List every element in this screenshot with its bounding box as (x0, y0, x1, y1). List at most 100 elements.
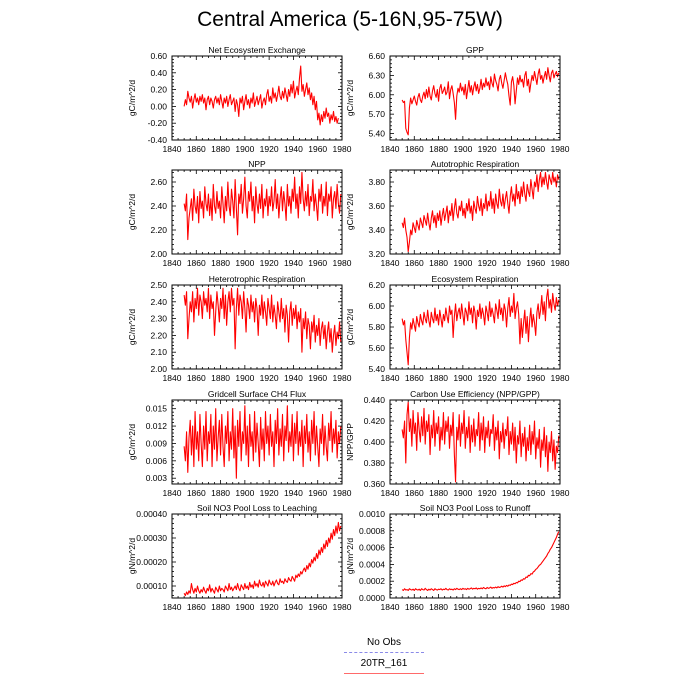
y-tick-label: 5.40 (368, 129, 385, 139)
y-tick-label: 0.380 (364, 458, 386, 468)
x-tick-label: 1900 (453, 258, 472, 268)
y-tick-label: 2.60 (150, 177, 167, 187)
legend-line-2 (344, 673, 424, 674)
panel-5: 1840 1860 1880 1900 1920 1940 1960 1980 2.00 2.10… (127, 274, 352, 383)
y-tick-label: 3.60 (368, 201, 385, 211)
series-line-1 (401, 531, 560, 591)
main-title: Central America (5-16N,95-75W) (197, 8, 503, 31)
panel-3: 1840 1860 1880 1900 1920 1940 1960 1980 2.00 2.20… (127, 159, 352, 268)
x-tick-label: 1880 (211, 488, 230, 498)
x-tick-label: 1900 (235, 144, 254, 154)
x-tick-label: 1960 (526, 373, 545, 383)
panel-title: Autotrophic Respiration (431, 159, 520, 169)
x-tick-label: 1980 (333, 488, 352, 498)
x-tick-label: 1940 (284, 488, 303, 498)
y-axis-label: gC/m^2/d (127, 80, 137, 116)
y-tick-label: 0.400 (364, 437, 386, 447)
x-tick-label: 1840 (163, 258, 182, 268)
y-tick-label: 2.00 (150, 249, 167, 259)
x-tick-label: 1980 (551, 488, 570, 498)
y-tick-label: 0.440 (364, 395, 386, 405)
x-tick-label: 1900 (235, 373, 254, 383)
panel-10: 1840 1860 1880 1900 1920 1940 1960 1980 0.0000 0.… (345, 503, 570, 612)
y-tick-label: 0.20 (150, 85, 167, 95)
y-tick-label: 5.40 (368, 364, 385, 374)
x-tick-label: 1900 (235, 258, 254, 268)
x-tick-label: 1960 (308, 258, 327, 268)
panel-2: 1840 1860 1880 1900 1920 1940 1960 1980 5.40 5.70… (345, 45, 570, 154)
y-tick-label: 0.40 (150, 68, 167, 78)
x-tick-label: 1940 (502, 488, 521, 498)
y-tick-label: 0.0004 (359, 559, 385, 569)
series-line-1 (183, 287, 342, 353)
panel-8: 1840 1860 1880 1900 1920 1940 1960 1980 0.360 0.3… (345, 389, 570, 498)
x-tick-label: 1860 (405, 258, 424, 268)
y-tick-label: 0.006 (146, 456, 168, 466)
y-axis-label: gC/m^2/d (345, 309, 355, 345)
x-tick-label: 1900 (453, 144, 472, 154)
y-tick-label: 0.00040 (136, 509, 167, 519)
x-tick-label: 1920 (260, 488, 279, 498)
x-tick-label: 1940 (284, 144, 303, 154)
legend-label-2: 20TR_161 (360, 658, 408, 669)
y-tick-label: 2.10 (150, 347, 167, 357)
panel-6: 1840 1860 1880 1900 1920 1940 1960 1980 5.40 5.60… (345, 274, 570, 383)
x-tick-label: 1920 (478, 373, 497, 383)
x-tick-label: 1840 (163, 488, 182, 498)
series-line-1 (183, 405, 342, 479)
y-tick-label: 0.009 (146, 438, 168, 448)
x-tick-label: 1960 (308, 488, 327, 498)
x-tick-label: 1920 (260, 258, 279, 268)
x-tick-label: 1840 (381, 373, 400, 383)
y-tick-label: 0.00010 (136, 581, 167, 591)
y-axis-label: gC/m^2/d (127, 194, 137, 230)
x-tick-label: 1960 (526, 144, 545, 154)
x-tick-label: 1860 (187, 602, 206, 612)
panel-title: GPP (466, 45, 484, 55)
y-tick-label: 0.015 (146, 404, 168, 414)
x-tick-label: 1980 (333, 373, 352, 383)
y-tick-label: 6.20 (368, 280, 385, 290)
y-tick-label: 6.00 (368, 90, 385, 100)
panel-1: 1840 1860 1880 1900 1920 1940 1960 1980 -0.40 -0.… (127, 45, 352, 154)
y-axis-label: NPP/GPP (345, 423, 355, 461)
x-tick-label: 1840 (163, 373, 182, 383)
x-tick-label: 1840 (381, 602, 400, 612)
x-tick-label: 1940 (502, 602, 521, 612)
y-tick-label: 0.0010 (359, 509, 385, 519)
y-axis-label: gC/m^2/d (345, 80, 355, 116)
x-tick-label: 1900 (235, 602, 254, 612)
y-tick-label: 2.50 (150, 280, 167, 290)
y-tick-label: 6.30 (368, 70, 385, 80)
x-tick-label: 1860 (187, 258, 206, 268)
y-tick-label: 0.00 (150, 101, 167, 111)
y-tick-label: 0.60 (150, 51, 167, 61)
x-tick-label: 1840 (381, 258, 400, 268)
x-tick-label: 1940 (284, 258, 303, 268)
x-tick-label: 1880 (211, 144, 230, 154)
legend-label-1: No Obs (367, 637, 401, 648)
plot-frame (389, 513, 561, 599)
x-tick-label: 1840 (381, 144, 400, 154)
x-tick-label: 1960 (526, 488, 545, 498)
x-tick-label: 1860 (405, 144, 424, 154)
x-tick-label: 1920 (260, 373, 279, 383)
y-tick-label: 5.80 (368, 322, 385, 332)
x-tick-label: 1880 (211, 373, 230, 383)
y-tick-label: 5.60 (368, 343, 385, 353)
x-tick-label: 1940 (284, 373, 303, 383)
x-tick-label: 1980 (551, 258, 570, 268)
y-tick-label: 2.20 (150, 330, 167, 340)
y-tick-label: 0.0008 (359, 526, 385, 536)
x-tick-label: 1860 (405, 602, 424, 612)
y-tick-label: 0.360 (364, 479, 386, 489)
x-tick-label: 1980 (551, 602, 570, 612)
x-tick-label: 1960 (308, 144, 327, 154)
y-axis-label: gC/m^2/d (127, 424, 137, 460)
y-tick-label: 0.420 (364, 416, 386, 426)
y-tick-label: 2.40 (150, 201, 167, 211)
panel-title: Heterotrophic Respiration (209, 274, 306, 284)
x-tick-label: 1860 (187, 373, 206, 383)
x-tick-label: 1980 (333, 258, 352, 268)
series-line-1 (183, 171, 342, 241)
